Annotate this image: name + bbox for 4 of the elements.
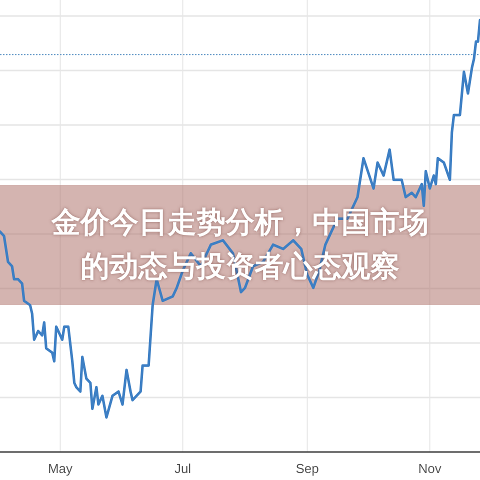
x-tick-label: Sep — [296, 461, 319, 476]
x-tick-label: May — [48, 461, 74, 476]
x-tick-label: Nov — [418, 461, 442, 476]
x-tick-label: Jul — [174, 461, 192, 476]
